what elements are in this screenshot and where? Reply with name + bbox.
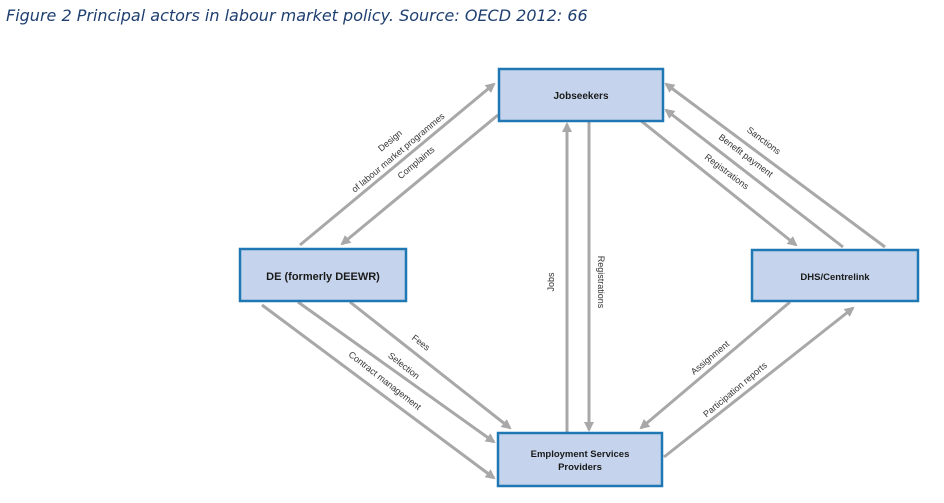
arrow-benefit-payment bbox=[664, 108, 844, 249]
node-jobseekers: Jobseekers bbox=[497, 67, 665, 123]
arrow-sanctions bbox=[664, 82, 886, 249]
node-esp: Employment Services Providers bbox=[496, 431, 664, 488]
label-registrations-esp: Registrations bbox=[596, 256, 606, 309]
arrow-fees bbox=[349, 300, 512, 430]
arrow-participation-reports bbox=[663, 306, 855, 459]
label-jobs: Jobs bbox=[546, 272, 556, 292]
node-esp-label-line1: Employment Services bbox=[531, 449, 630, 460]
arrow-selection bbox=[297, 300, 496, 444]
node-de-label: DE (formerly DEEWR) bbox=[266, 271, 380, 283]
figure-caption: Figure 2 Principal actors in labour mark… bbox=[6, 6, 588, 25]
node-esp-label-line2: Providers bbox=[558, 462, 602, 473]
node-dhs-label: DHS/Centrelink bbox=[800, 272, 870, 283]
node-jobseekers-label: Jobseekers bbox=[553, 91, 608, 102]
arrow-complaints bbox=[340, 113, 499, 246]
arrow-contract-management bbox=[261, 303, 496, 480]
arrow-assignment bbox=[639, 300, 791, 430]
label-contract-management: Contract management bbox=[347, 349, 424, 412]
arrow-design bbox=[299, 82, 496, 247]
arrow-registrations-dhs bbox=[639, 118, 798, 247]
node-dhs: DHS/Centrelink bbox=[750, 248, 920, 303]
node-de: DE (formerly DEEWR) bbox=[238, 247, 408, 303]
